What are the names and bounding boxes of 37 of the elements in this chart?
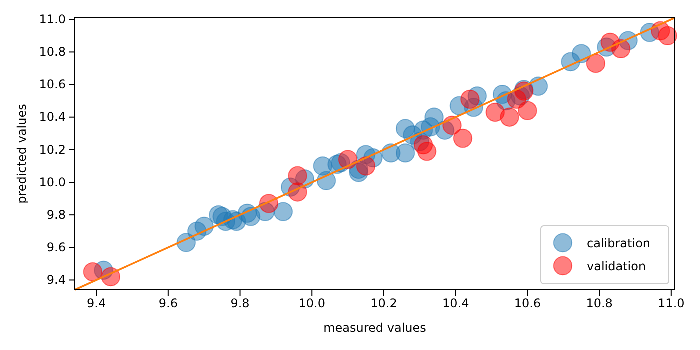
y-tick-label: 9.4 (46, 273, 66, 288)
y-tick-label: 10.0 (39, 175, 66, 190)
point (500, 108, 520, 127)
point (338, 150, 358, 170)
y-tick-label: 11.0 (39, 12, 66, 26)
point (658, 26, 678, 46)
legend-label: calibration (587, 236, 651, 250)
x-tick-label: 9.6 (158, 296, 178, 311)
x-tick-label: 9.8 (230, 296, 250, 311)
point (356, 156, 376, 176)
x-tick-label: 10.4 (442, 296, 470, 311)
x-tick-label: 10.0 (298, 296, 326, 311)
point (424, 108, 444, 127)
y-tick-label: 10.8 (39, 45, 66, 60)
point (518, 101, 538, 120)
point (396, 144, 416, 163)
point (586, 54, 606, 74)
x-tick-label: 11.0 (658, 296, 685, 311)
y-tick-label: 10.2 (39, 142, 66, 157)
x-tick-label: 10.2 (370, 296, 398, 311)
point (274, 202, 293, 222)
legend-label: validation (587, 260, 646, 274)
x-axis-title: measured values (324, 321, 426, 335)
y-tick-label: 9.6 (46, 240, 66, 254)
point (460, 90, 480, 110)
y-tick-label: 10.6 (39, 78, 66, 92)
point (453, 128, 473, 148)
y-tick-label: 10.4 (39, 110, 66, 124)
point (418, 142, 437, 162)
point (83, 262, 103, 282)
point (288, 166, 308, 186)
point (612, 39, 631, 59)
x-tick-label: 10.8 (586, 296, 613, 311)
y-axis-title: predicted values (15, 104, 29, 204)
x-tick-label: 9.4 (87, 296, 106, 311)
y-tick-label: 9.8 (46, 208, 66, 222)
x-tick-label: 10.6 (514, 296, 542, 311)
